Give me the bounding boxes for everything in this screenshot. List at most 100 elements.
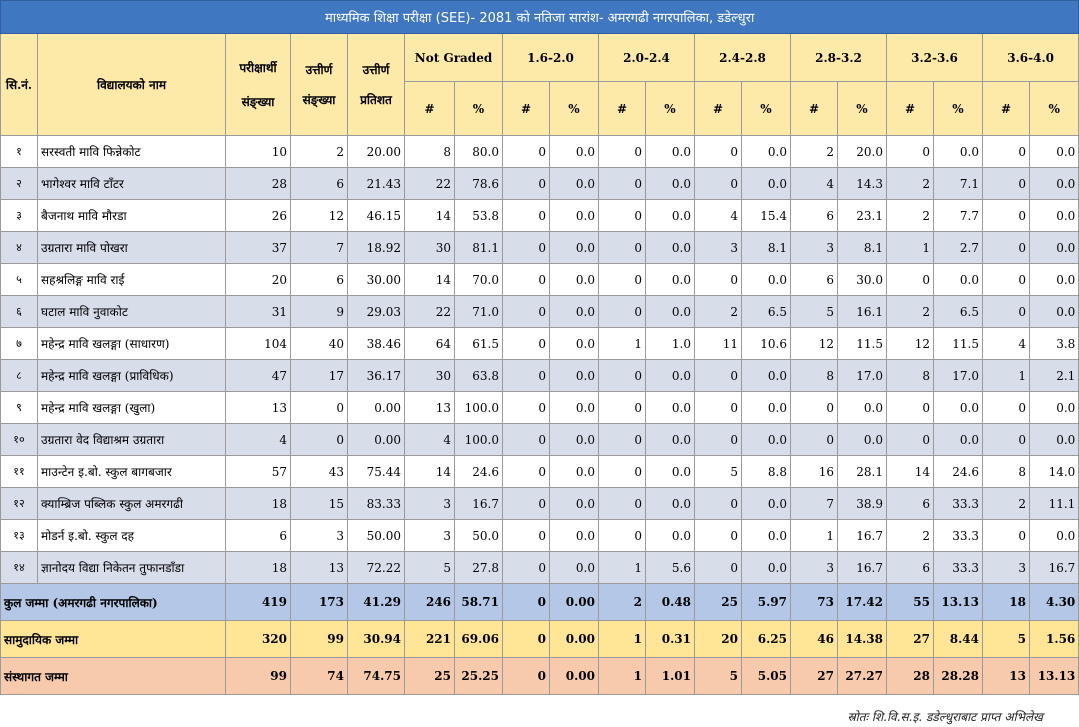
row-value-cell: 0.0 bbox=[549, 327, 599, 360]
row-value-cell: 14.3 bbox=[837, 167, 887, 200]
totals-value-cell: 27 bbox=[886, 620, 934, 658]
row-value-cell: 53.8 bbox=[454, 199, 503, 232]
row-serial: ५ bbox=[0, 263, 38, 296]
totals-value-cell: 5.05 bbox=[741, 657, 791, 695]
row-value-cell: 0 bbox=[694, 391, 742, 424]
header-group-not-graded: Not Graded bbox=[404, 33, 503, 82]
row-value-cell: 22 bbox=[404, 295, 455, 328]
totals-row: कुल जम्मा (अमरगढी नगरपालिका) 419 173 41.29 2… bbox=[0, 583, 1079, 621]
totals-value-cell: 13.13 bbox=[933, 583, 983, 621]
row-value-cell: 6 bbox=[886, 551, 934, 584]
row-value-cell: 57 bbox=[225, 455, 291, 488]
source-note: स्रोतः शि.वि.स.इ. डडेल्धुराबाट प्राप्त अ… bbox=[847, 710, 1043, 724]
row-value-cell: 2.1 bbox=[1028, 359, 1079, 392]
row-value-cell: 0 bbox=[694, 167, 742, 200]
totals-value-cell: 74 bbox=[290, 657, 348, 695]
row-value-cell: 28 bbox=[225, 167, 291, 200]
row-value-cell: 80.0 bbox=[454, 135, 503, 168]
row-value-cell: 30.00 bbox=[347, 263, 405, 296]
row-value-cell: 0 bbox=[694, 423, 742, 456]
row-serial: ४ bbox=[0, 231, 38, 264]
row-value-cell: 104 bbox=[225, 327, 291, 360]
row-value-cell: 16 bbox=[790, 455, 838, 488]
row-value-cell: 0 bbox=[502, 519, 550, 552]
row-value-cell: 3.8 bbox=[1028, 327, 1079, 360]
row-value-cell: 11.5 bbox=[837, 327, 887, 360]
row-value-cell: 0.0 bbox=[741, 551, 791, 584]
totals-value-cell: 58.71 bbox=[454, 583, 503, 621]
totals-value-cell: 17.42 bbox=[837, 583, 887, 621]
totals-label: सामुदायिक जम्मा bbox=[0, 620, 226, 658]
row-value-cell: 0.0 bbox=[1028, 135, 1079, 168]
totals-value-cell: 28 bbox=[886, 657, 934, 695]
row-value-cell: 0.0 bbox=[549, 551, 599, 584]
row-value-cell: 2.7 bbox=[933, 231, 983, 264]
row-school-name: बैजनाथ मावि मौरडा bbox=[37, 199, 226, 232]
row-value-cell: 0 bbox=[598, 135, 646, 168]
row-value-cell: 61.5 bbox=[454, 327, 503, 360]
row-value-cell: 30 bbox=[404, 359, 455, 392]
row-value-cell: 47 bbox=[225, 359, 291, 392]
row-value-cell: 16.7 bbox=[837, 519, 887, 552]
row-value-cell: 0.0 bbox=[549, 135, 599, 168]
row-value-cell: 18.92 bbox=[347, 231, 405, 264]
row-value-cell: 0 bbox=[502, 167, 550, 200]
row-value-cell: 6 bbox=[790, 263, 838, 296]
row-value-cell: 0 bbox=[982, 135, 1030, 168]
header-pass-pct: उत्तीर्ण प्रतिशत bbox=[347, 33, 405, 136]
row-value-cell: 0 bbox=[598, 423, 646, 456]
row-value-cell: 50.0 bbox=[454, 519, 503, 552]
row-value-cell: 100.0 bbox=[454, 423, 503, 456]
table-row: १३ मोडर्न इ.बो. स्कुल दह 6 3 50.00 3 50.0 0 0.0 0… bbox=[0, 519, 1079, 552]
table-row: ७ महेन्द्र मावि खलङ्गा (साधारण) 104 40 38.46… bbox=[0, 327, 1079, 360]
row-value-cell: 30.0 bbox=[837, 263, 887, 296]
row-serial: ९ bbox=[0, 391, 38, 424]
row-school-name: उग्रतारा वेद विद्याश्रम उग्रतारा bbox=[37, 423, 226, 456]
row-value-cell: 63.8 bbox=[454, 359, 503, 392]
row-value-cell: 1.0 bbox=[645, 327, 695, 360]
row-value-cell: 0.0 bbox=[645, 391, 695, 424]
row-value-cell: 0.0 bbox=[741, 519, 791, 552]
row-value-cell: 0.0 bbox=[741, 423, 791, 456]
totals-value-cell: 173 bbox=[290, 583, 348, 621]
totals-value-cell: 99 bbox=[290, 620, 348, 658]
row-value-cell: 0.00 bbox=[347, 423, 405, 456]
row-value-cell: 2 bbox=[790, 135, 838, 168]
row-value-cell: 0 bbox=[598, 263, 646, 296]
row-value-cell: 8 bbox=[982, 455, 1030, 488]
totals-value-cell: 1 bbox=[598, 620, 646, 658]
totals-value-cell: 69.06 bbox=[454, 620, 503, 658]
totals-row: संस्थागत जम्मा 99 74 74.75 25 25.25 0 0.00 1 1.01… bbox=[0, 657, 1079, 695]
row-school-name: महेन्द्र मावि खलङ्गा (साधारण) bbox=[37, 327, 226, 360]
totals-value-cell: 8.44 bbox=[933, 620, 983, 658]
row-value-cell: 0.0 bbox=[741, 391, 791, 424]
row-value-cell: 8 bbox=[886, 359, 934, 392]
row-value-cell: 29.03 bbox=[347, 295, 405, 328]
table-row: ९ महेन्द्र मावि खलङ्गा (खुला) 13 0 0.00 13 100… bbox=[0, 391, 1079, 424]
row-value-cell: 15.4 bbox=[741, 199, 791, 232]
totals-label: संस्थागत जम्मा bbox=[0, 657, 226, 695]
row-value-cell: 0.0 bbox=[741, 135, 791, 168]
row-value-cell: 0 bbox=[502, 327, 550, 360]
header-count-cell: # bbox=[598, 81, 646, 136]
row-value-cell: 7 bbox=[790, 487, 838, 520]
row-value-cell: 0.0 bbox=[1028, 423, 1079, 456]
row-value-cell: 24.6 bbox=[454, 455, 503, 488]
row-value-cell: 31 bbox=[225, 295, 291, 328]
row-value-cell: 4 bbox=[225, 423, 291, 456]
row-value-cell: 0 bbox=[502, 455, 550, 488]
row-value-cell: 16.1 bbox=[837, 295, 887, 328]
row-value-cell: 3 bbox=[290, 519, 348, 552]
row-value-cell: 0.0 bbox=[933, 263, 983, 296]
row-serial: ३ bbox=[0, 199, 38, 232]
row-value-cell: 0.0 bbox=[1028, 295, 1079, 328]
row-value-cell: 0.0 bbox=[1028, 519, 1079, 552]
row-value-cell: 1 bbox=[598, 327, 646, 360]
row-value-cell: 38.46 bbox=[347, 327, 405, 360]
row-value-cell: 75.44 bbox=[347, 455, 405, 488]
row-value-cell: 0.0 bbox=[933, 391, 983, 424]
row-value-cell: 10.6 bbox=[741, 327, 791, 360]
row-value-cell: 0.0 bbox=[645, 231, 695, 264]
row-value-cell: 38.9 bbox=[837, 487, 887, 520]
row-value-cell: 16.7 bbox=[837, 551, 887, 584]
